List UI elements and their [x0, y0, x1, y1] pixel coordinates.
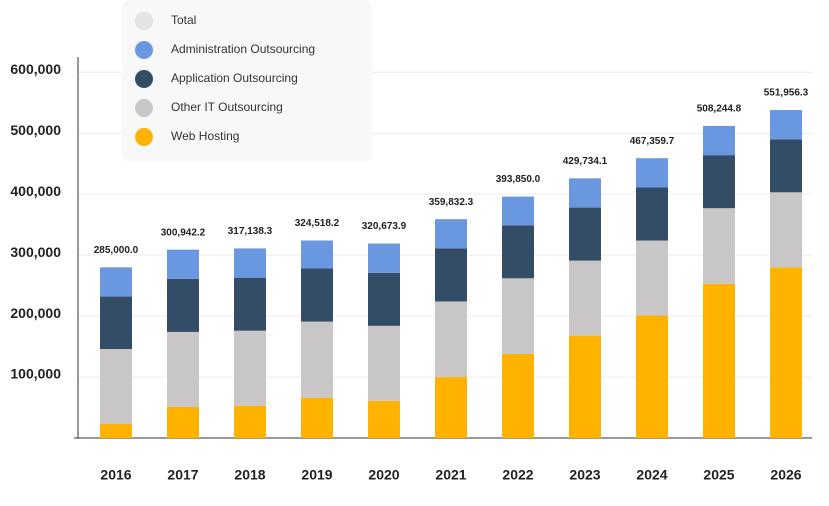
bar-segment: [301, 268, 333, 322]
x-tick-label: 2022: [502, 467, 533, 483]
legend-marker: [135, 12, 153, 30]
legend-label: Administration Outsourcing: [171, 42, 315, 56]
bar-segment: [435, 248, 467, 302]
bar-segment: [569, 335, 601, 438]
x-tick-label: 2026: [770, 467, 801, 483]
bar-segment: [636, 187, 668, 241]
legend-label: Total: [171, 13, 196, 27]
x-tick-label: 2024: [636, 467, 667, 483]
x-tick-label: 2020: [368, 467, 399, 483]
bar-segment: [770, 267, 802, 438]
total-label: 285,000.0: [94, 245, 139, 256]
x-tick-label: 2019: [301, 467, 332, 483]
y-tick-label: 500,000: [10, 122, 61, 138]
bar-segment: [770, 192, 802, 268]
legend-marker: [135, 128, 153, 146]
y-tick-label: 100,000: [10, 366, 61, 382]
bar-segment: [569, 260, 601, 336]
y-tick-label: 400,000: [10, 183, 61, 199]
x-tick-label: 2018: [234, 467, 265, 483]
bar-segment: [100, 296, 132, 349]
x-tick-label: 2021: [435, 467, 466, 483]
bar-segment: [368, 272, 400, 326]
legend-box: [122, 0, 372, 162]
bar-segment: [167, 278, 199, 332]
total-label: 324,518.2: [295, 218, 340, 229]
total-label: 393,850.0: [496, 174, 541, 185]
bar-segment: [234, 330, 266, 406]
bar-segment: [703, 283, 735, 438]
y-tick-label: 600,000: [10, 61, 61, 77]
bar-segment: [435, 377, 467, 438]
x-tick-label: 2016: [100, 467, 131, 483]
bar-segment: [502, 353, 534, 438]
total-label: 508,244.8: [697, 104, 742, 115]
bar-segment: [770, 110, 802, 140]
total-label: 317,138.3: [228, 226, 273, 237]
x-tick-label: 2023: [569, 467, 600, 483]
total-label: 300,942.2: [161, 227, 206, 238]
total-label: 429,734.1: [563, 156, 608, 167]
x-tick-label: 2025: [703, 467, 734, 483]
legend-marker: [135, 41, 153, 59]
legend-label: Other IT Outsourcing: [171, 100, 283, 114]
bar-segment: [569, 178, 601, 208]
total-label: 551,956.3: [764, 88, 809, 99]
bar-segment: [368, 400, 400, 438]
y-tick-label: 200,000: [10, 305, 61, 321]
x-tick-label: 2017: [167, 467, 198, 483]
bar-segment: [636, 315, 668, 438]
bar-segment: [301, 240, 333, 269]
bar-segment: [234, 277, 266, 331]
bar-segment: [167, 406, 199, 438]
bar-segment: [234, 405, 266, 438]
bar-segment: [167, 249, 199, 279]
bar-segment: [100, 267, 132, 297]
bar-segment: [703, 125, 735, 156]
bar-segment: [368, 243, 400, 273]
total-label: 467,359.7: [630, 136, 675, 147]
bar-segment: [301, 397, 333, 438]
bar-segment: [502, 278, 534, 354]
bar-segment: [770, 139, 802, 193]
y-tick-label: 300,000: [10, 244, 61, 260]
bar-segment: [569, 207, 601, 261]
legend: Total Administration Outsourcing Applicati…: [122, 0, 372, 162]
legend-marker: [135, 99, 153, 117]
total-label: 320,673.9: [362, 221, 407, 232]
bar-segment: [636, 240, 668, 316]
bar-segment: [502, 225, 534, 279]
bar-segment: [167, 331, 199, 407]
bar-segment: [301, 321, 333, 398]
legend-label: Web Hosting: [171, 129, 239, 143]
bar-segment: [368, 325, 400, 401]
bar-segment: [234, 248, 266, 278]
bar-segment: [435, 301, 467, 378]
bar-segment: [100, 348, 132, 424]
legend-label: Application Outsourcing: [171, 71, 298, 85]
bar-segment: [636, 158, 668, 188]
legend-marker: [135, 70, 153, 88]
total-label: 359,832.3: [429, 197, 474, 208]
bar-segment: [435, 219, 467, 249]
bar-segment: [703, 155, 735, 209]
bar-segment: [703, 208, 735, 284]
bar-segment: [502, 196, 534, 226]
bar-segment: [100, 423, 132, 438]
